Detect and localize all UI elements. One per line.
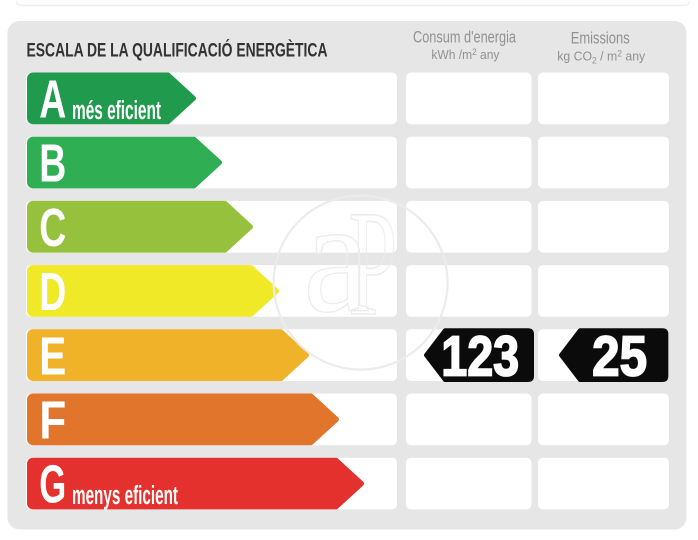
svg-text:F: F: [39, 391, 66, 451]
svg-text:G: G: [39, 455, 66, 515]
svg-text:25: 25: [592, 325, 647, 389]
svg-text:menys eficient: menys eficient: [72, 482, 178, 510]
svg-text:kWh /m2 any: kWh /m2 any: [431, 47, 499, 62]
svg-text:123: 123: [441, 324, 519, 388]
svg-text:Consum d'energia: Consum d'energia: [413, 28, 516, 47]
svg-text:A: A: [39, 70, 66, 130]
svg-text:ESCALA DE LA QUALIFICACIÓ ENER: ESCALA DE LA QUALIFICACIÓ ENERGÈTICA: [27, 38, 328, 62]
svg-text:Emissions: Emissions: [571, 29, 630, 47]
svg-text:P: P: [349, 179, 397, 347]
svg-text:kg CO2 / m2 any: kg CO2 / m2 any: [557, 48, 645, 65]
svg-text:E: E: [39, 326, 66, 386]
svg-text:B: B: [39, 134, 66, 194]
svg-text:D: D: [39, 262, 66, 322]
svg-text:C: C: [39, 198, 66, 258]
svg-text:a: a: [303, 167, 370, 346]
svg-text:més eficient: més eficient: [72, 97, 161, 125]
